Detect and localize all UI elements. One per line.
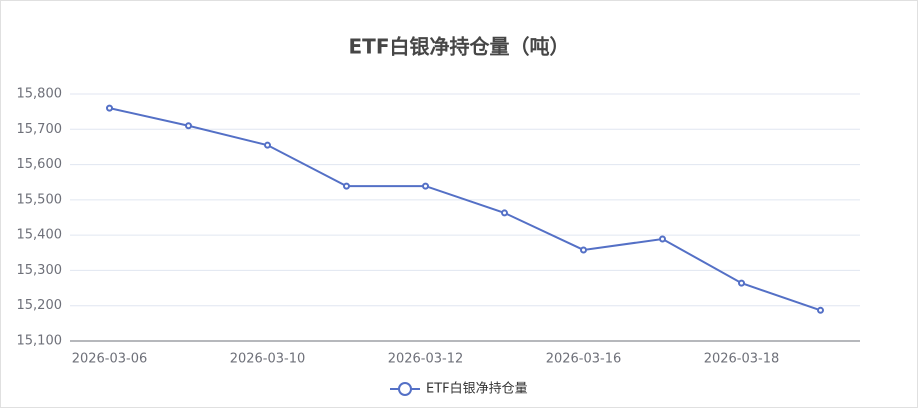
x-tick-label: 2026-03-06 — [72, 352, 148, 367]
point — [106, 104, 113, 112]
point — [422, 182, 429, 190]
point — [659, 235, 666, 243]
y-tick-label: 15,500 — [17, 192, 63, 207]
y-tick-label: 15,700 — [17, 122, 63, 137]
point — [264, 141, 271, 149]
point — [343, 182, 350, 190]
y-tick-label: 15,200 — [17, 298, 63, 313]
point — [817, 306, 824, 314]
y-tick-label: 15,800 — [17, 87, 63, 102]
legend-marker — [398, 382, 412, 396]
y-tick-label: 15,300 — [17, 263, 63, 278]
y-tick-label: 15,400 — [17, 228, 63, 243]
line — [109, 107, 821, 312]
point — [185, 122, 192, 130]
point — [738, 279, 745, 287]
x-tick-label: 2026-03-10 — [230, 352, 306, 367]
legend-label: ETF白银净持仓量 — [426, 381, 528, 397]
x-tick-label: 2026-03-12 — [388, 352, 464, 367]
point — [580, 246, 587, 254]
y-tick-label: 15,600 — [17, 157, 63, 172]
x-tick-label: 2026-03-18 — [704, 352, 780, 367]
x-tick-label: 2026-03-16 — [546, 352, 622, 367]
y-tick-label: 15,100 — [17, 334, 63, 349]
chart-title: ETF白银净持仓量（吨） — [349, 35, 570, 59]
point — [501, 209, 508, 217]
